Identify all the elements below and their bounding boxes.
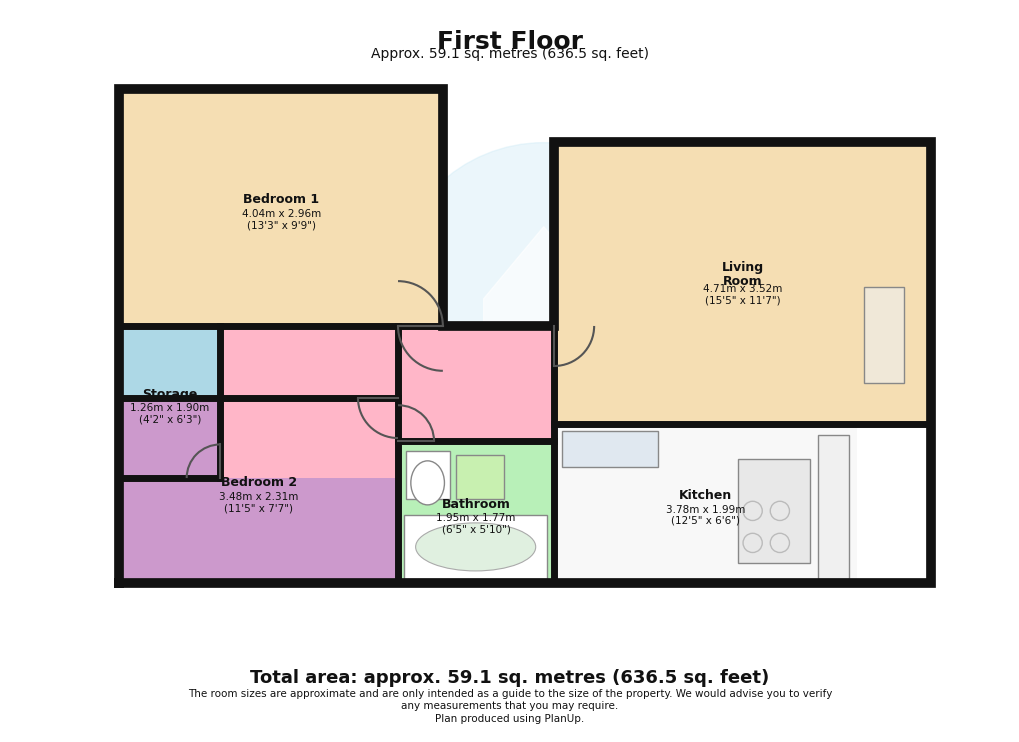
Text: (12'5" x 6'6"): (12'5" x 6'6") (671, 516, 739, 526)
Text: 4.04m x 2.96m: 4.04m x 2.96m (242, 209, 320, 219)
Bar (553, 142, 930, 424)
Text: Bedroom 2: Bedroom 2 (220, 476, 297, 489)
Bar (561, 431, 657, 467)
Text: Room: Room (722, 275, 762, 289)
Text: Bedroom 1: Bedroom 1 (243, 193, 319, 206)
Bar (404, 515, 546, 579)
Bar (738, 459, 809, 563)
Text: any measurements that you may require.: any measurements that you may require. (401, 701, 618, 711)
Bar (406, 451, 449, 499)
Bar (119, 398, 397, 583)
Text: Storage: Storage (142, 387, 198, 401)
Bar (119, 89, 442, 326)
Text: (11'5" x 7'7"): (11'5" x 7'7") (224, 503, 292, 513)
Text: (13'3" x 9'9"): (13'3" x 9'9") (247, 220, 315, 230)
Text: 1.95m x 1.77m: 1.95m x 1.77m (436, 513, 516, 524)
Text: First Floor: First Floor (436, 30, 583, 53)
Text: (4'2" x 6'3"): (4'2" x 6'3") (139, 415, 201, 424)
Bar (455, 455, 503, 499)
Text: Kitchen: Kitchen (678, 489, 732, 502)
Text: 4.71m x 3.52m: 4.71m x 3.52m (702, 284, 782, 294)
Circle shape (391, 142, 695, 447)
Text: The room sizes are approximate and are only intended as a guide to the size of t: The room sizes are approximate and are o… (187, 689, 832, 698)
Bar (220, 326, 397, 478)
Text: Approx. 59.1 sq. metres (636.5 sq. feet): Approx. 59.1 sq. metres (636.5 sq. feet) (371, 47, 648, 61)
Text: 3.78m x 1.99m: 3.78m x 1.99m (665, 505, 744, 515)
Polygon shape (483, 227, 603, 359)
Text: 1.26m x 1.90m: 1.26m x 1.90m (130, 404, 209, 413)
Bar (119, 326, 220, 478)
Bar (397, 441, 553, 583)
Text: Bathroom: Bathroom (441, 498, 510, 510)
Text: 3.48m x 2.31m: 3.48m x 2.31m (219, 492, 299, 502)
Text: Living: Living (720, 261, 763, 274)
Text: Total area: approx. 59.1 sq. metres (636.5 sq. feet): Total area: approx. 59.1 sq. metres (636… (250, 669, 769, 687)
Text: (15'5" x 11'7"): (15'5" x 11'7") (704, 295, 780, 306)
Ellipse shape (411, 461, 444, 505)
Bar (863, 286, 903, 383)
Bar (397, 326, 553, 441)
Text: (6'5" x 5'10"): (6'5" x 5'10") (441, 525, 510, 535)
Bar (553, 424, 856, 583)
Ellipse shape (415, 523, 535, 571)
Bar (817, 435, 848, 579)
Text: Plan produced using PlanUp.: Plan produced using PlanUp. (435, 714, 584, 723)
